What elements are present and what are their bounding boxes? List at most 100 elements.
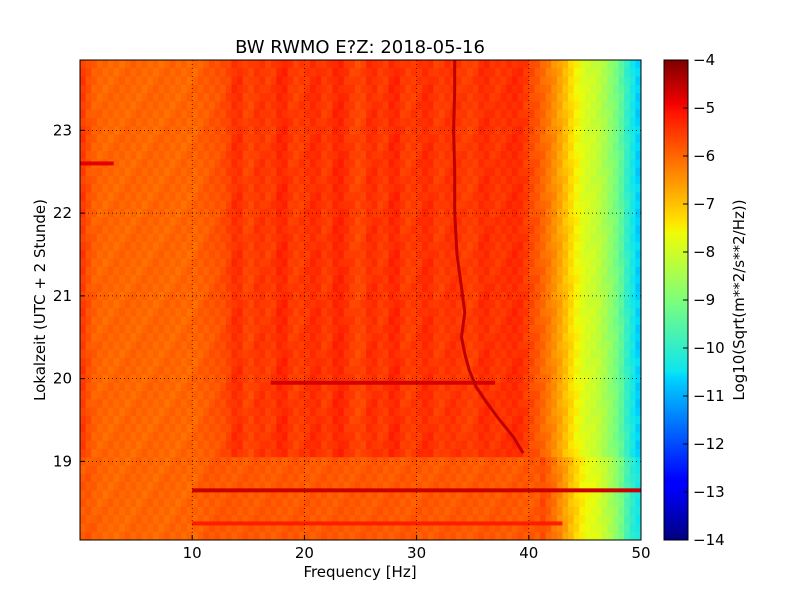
heatmap-cell <box>523 134 530 144</box>
heatmap-cell <box>164 68 171 78</box>
heatmap-cell <box>315 415 322 425</box>
heatmap-cell <box>197 242 205 251</box>
heatmap-cell <box>259 465 266 475</box>
heatmap-cell <box>511 258 519 268</box>
heatmap-cell <box>136 399 143 409</box>
heatmap-cell <box>601 101 608 111</box>
heatmap-cell <box>293 324 300 334</box>
heatmap-cell <box>568 316 575 326</box>
heatmap-cell <box>321 391 328 400</box>
heatmap-cell <box>281 357 289 367</box>
heatmap-cell <box>534 167 541 177</box>
heatmap-cell <box>590 457 597 467</box>
heatmap-cell <box>304 333 311 342</box>
heatmap-cell <box>270 60 277 69</box>
heatmap-cell <box>124 126 132 136</box>
heatmap-cell <box>399 192 406 202</box>
heatmap-cell <box>506 151 513 160</box>
heatmap-cell <box>343 258 350 268</box>
heatmap-cell <box>186 84 193 94</box>
heatmap-cell <box>349 84 356 94</box>
heatmap-cell <box>511 109 519 119</box>
heatmap-cell <box>556 233 564 243</box>
heatmap-cell <box>231 242 238 251</box>
heatmap-cell <box>220 391 227 400</box>
heatmap-cell <box>612 391 620 400</box>
heatmap-cell <box>332 200 339 210</box>
heatmap-cell <box>96 374 104 384</box>
heatmap-cell <box>158 465 165 475</box>
heatmap-cell <box>388 151 395 160</box>
heatmap-cell <box>506 208 513 218</box>
heatmap-cell <box>80 200 87 210</box>
heatmap-cell <box>461 424 468 434</box>
heatmap-cell <box>528 432 536 442</box>
heatmap-cell <box>276 357 283 367</box>
heatmap-cell <box>584 448 592 458</box>
heatmap-cell <box>214 374 221 384</box>
heatmap-cell <box>102 432 109 442</box>
heatmap-cell <box>338 258 345 268</box>
heatmap-cell <box>192 357 199 367</box>
heatmap-cell <box>96 291 104 301</box>
heatmap-cell <box>427 432 435 442</box>
heatmap-cell <box>590 109 597 119</box>
heatmap-cell <box>315 84 322 94</box>
heatmap-cell <box>136 275 143 285</box>
heatmap-cell <box>534 415 541 425</box>
heatmap-cell <box>528 374 536 384</box>
heatmap-cell <box>147 432 154 442</box>
heatmap-cell <box>152 175 160 185</box>
heatmap-cell <box>298 324 305 334</box>
heatmap-cell <box>635 341 641 351</box>
heatmap-cell <box>562 250 569 260</box>
heatmap-cell <box>136 175 143 185</box>
heatmap-cell <box>276 283 283 293</box>
heatmap-cell <box>96 225 104 235</box>
heatmap-cell <box>259 457 266 467</box>
heatmap-cell <box>253 341 261 351</box>
heatmap-cell <box>366 101 373 111</box>
heatmap-cell <box>523 242 530 251</box>
heatmap-cell <box>371 300 378 309</box>
heatmap-cell <box>281 159 289 169</box>
heatmap-cell <box>528 275 536 285</box>
heatmap-cell <box>242 308 249 318</box>
heatmap-cell <box>511 192 519 202</box>
heatmap-cell <box>253 283 261 293</box>
heatmap-cell <box>220 300 227 309</box>
heatmap-cell <box>433 324 440 334</box>
heatmap-cell <box>360 415 367 425</box>
heatmap-cell <box>629 382 636 392</box>
heatmap-cell <box>214 192 221 202</box>
heatmap-cell <box>136 308 143 318</box>
heatmap-cell <box>551 184 558 194</box>
heatmap-cell <box>130 142 137 152</box>
heatmap-cell <box>315 349 322 359</box>
heatmap-cell <box>113 275 120 285</box>
heatmap-cell <box>528 399 536 409</box>
heatmap-cell <box>635 192 641 202</box>
heatmap-cell <box>472 366 479 376</box>
heatmap-cell <box>147 151 154 160</box>
heatmap-cell <box>371 184 378 194</box>
heatmap-cell <box>141 300 148 309</box>
heatmap-cell <box>523 60 530 69</box>
heatmap-cell <box>545 316 552 326</box>
heatmap-cell <box>287 233 294 243</box>
heatmap-cell <box>242 382 249 392</box>
heatmap-cell <box>108 283 115 293</box>
heatmap-cell <box>545 175 552 185</box>
heatmap-cell <box>147 167 154 177</box>
heatmap-cell <box>573 465 580 475</box>
heatmap-cell <box>349 391 356 400</box>
heatmap-cell <box>377 308 384 318</box>
heatmap-cell <box>601 76 608 86</box>
heatmap-cell <box>624 291 631 301</box>
heatmap-cell <box>197 341 205 351</box>
heatmap-cell <box>231 101 238 111</box>
heatmap-cell <box>214 366 221 376</box>
heatmap-cell <box>523 424 530 434</box>
heatmap-cell <box>304 217 311 227</box>
heatmap-cell <box>130 101 137 111</box>
